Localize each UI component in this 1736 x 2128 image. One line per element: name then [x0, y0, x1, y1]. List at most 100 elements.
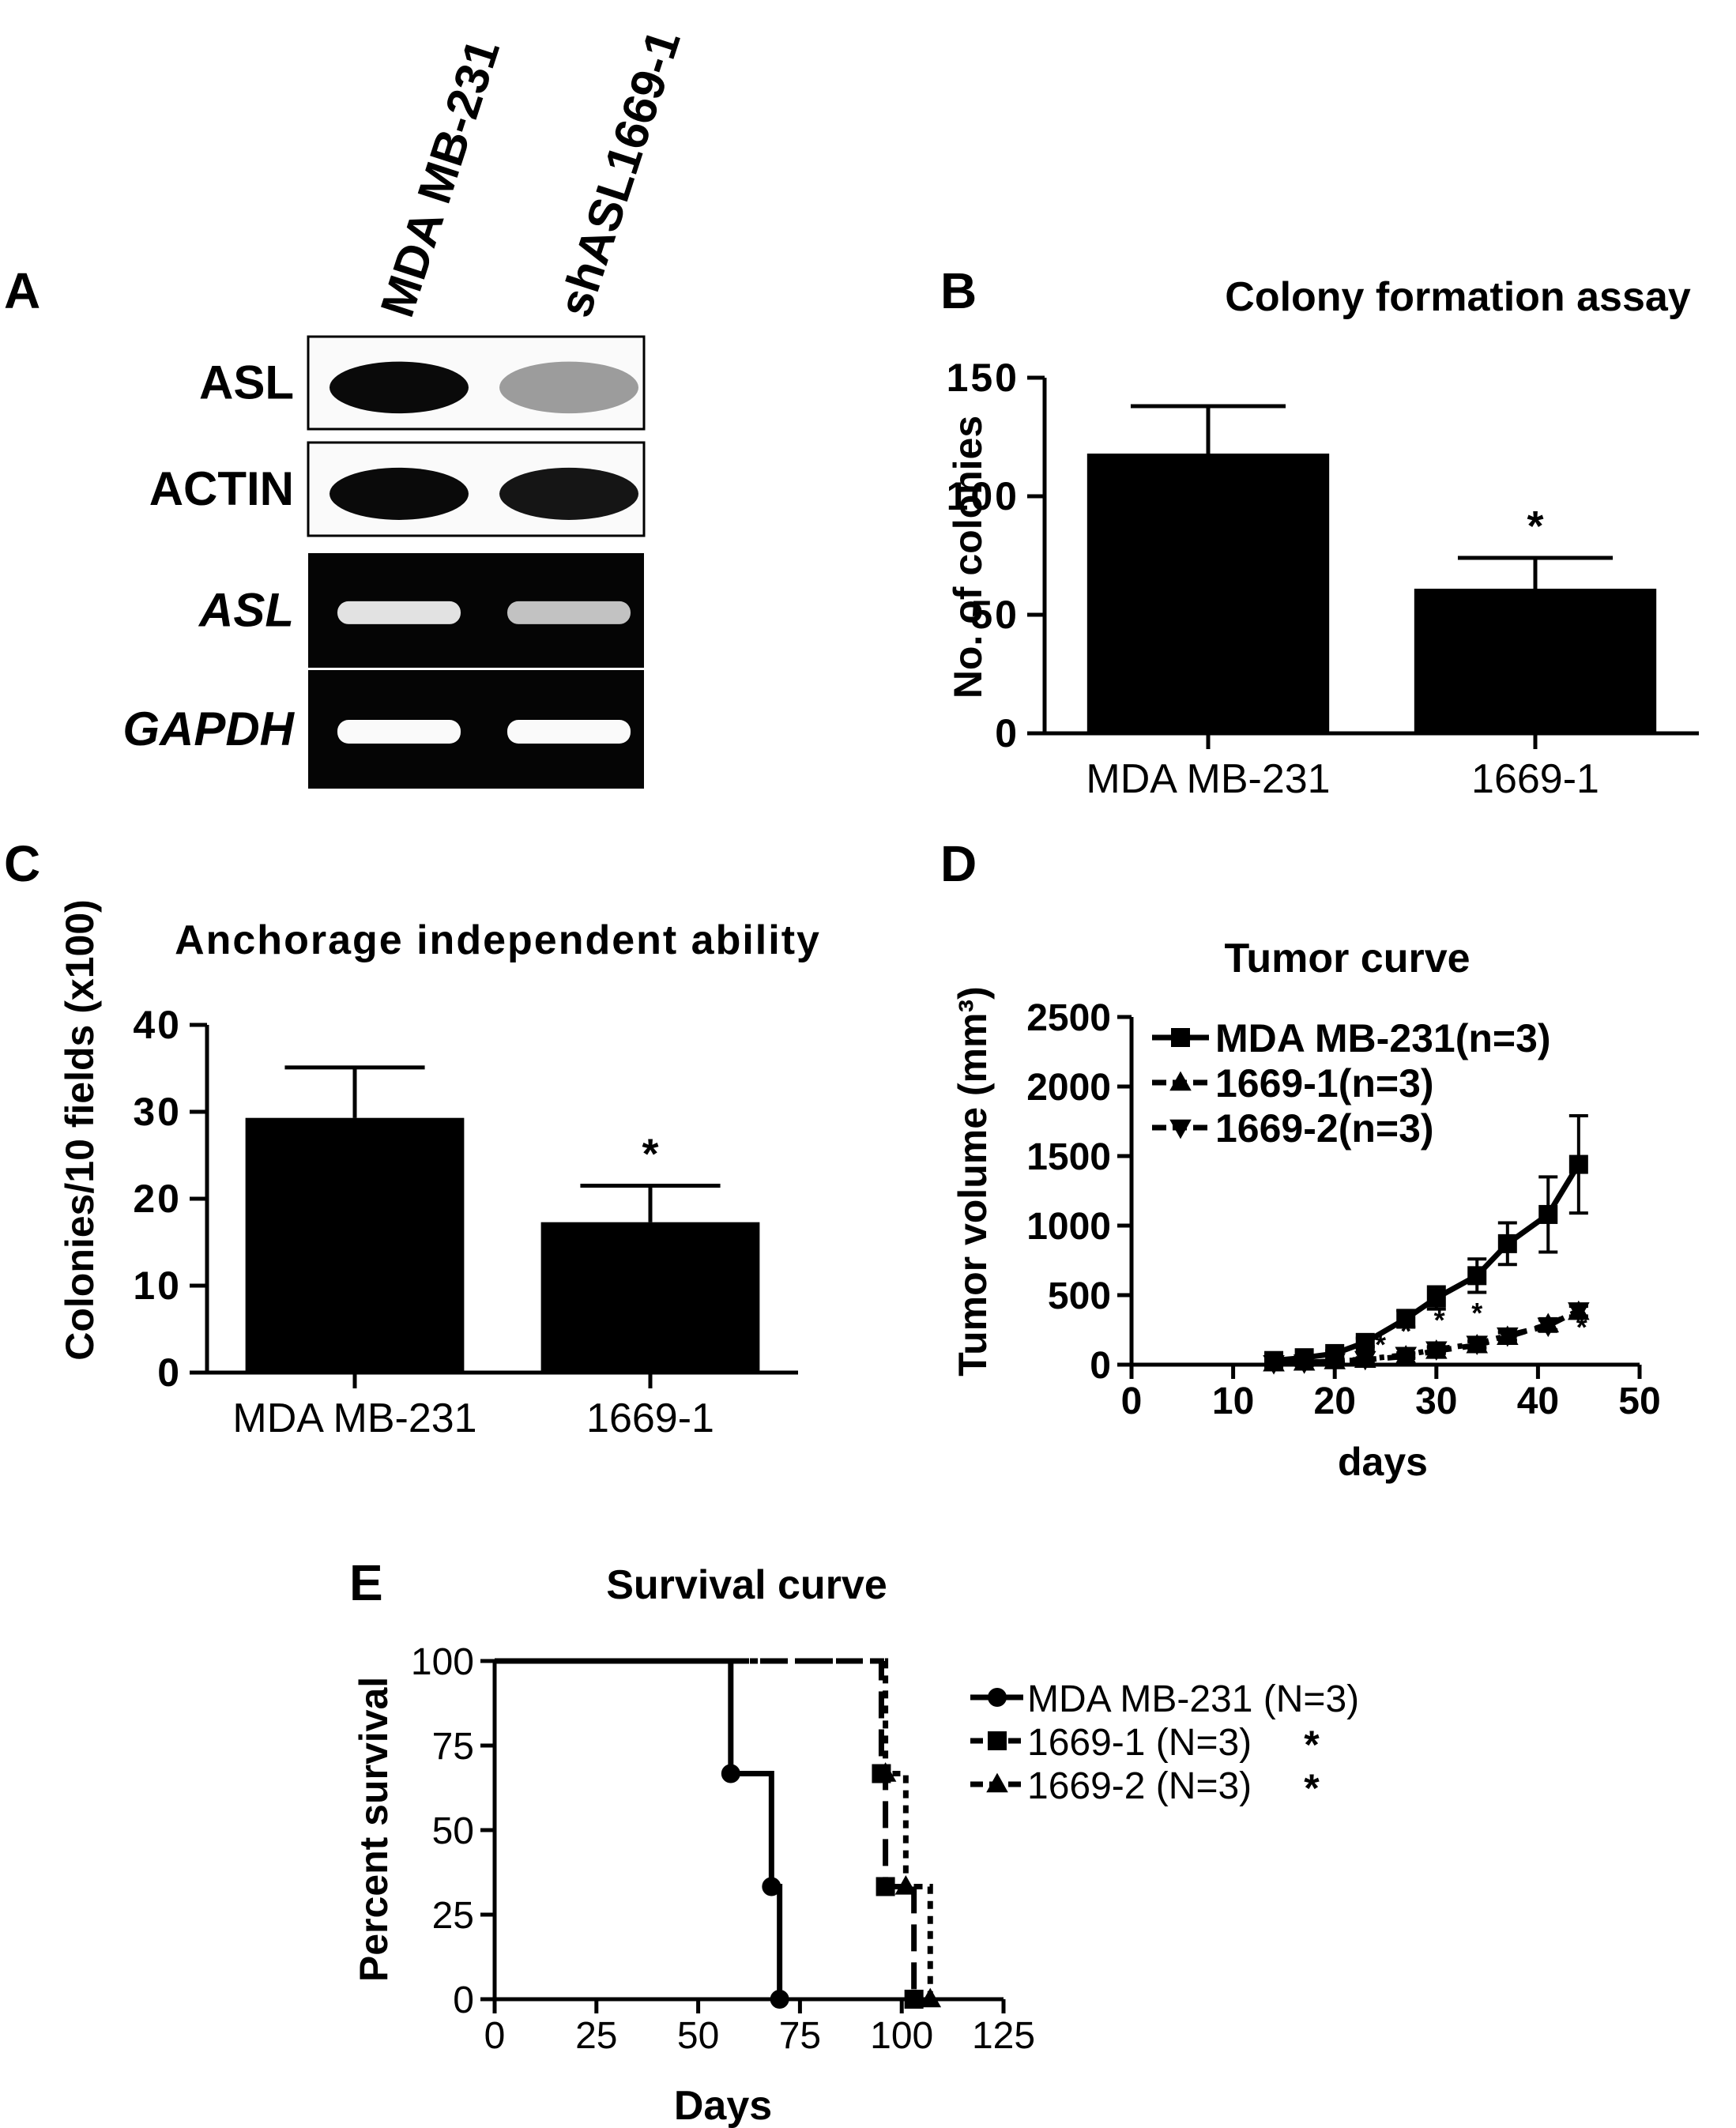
bar — [245, 1117, 465, 1373]
panel-letter-e: E — [349, 1554, 383, 1611]
y-tick-label: 50 — [970, 593, 1019, 637]
x-tick-label: MDA MB-231 — [232, 1395, 476, 1441]
y-tick-label: 500 — [1048, 1275, 1111, 1317]
y-tick-label: 2500 — [1026, 997, 1111, 1039]
data-point — [904, 1990, 924, 2009]
data-point — [1354, 1350, 1376, 1371]
x-tick-label: 1669-1 — [586, 1395, 714, 1441]
legend-label: 1669-1(n=3) — [1215, 1061, 1434, 1105]
y-tick-label: 25 — [432, 1895, 474, 1937]
blot-row: GAPDH — [122, 670, 644, 789]
y-tick-label: 20 — [133, 1177, 182, 1221]
panel-letter-a: A — [4, 262, 40, 319]
x-tick-label: 50 — [1618, 1380, 1660, 1422]
legend-marker — [1169, 1071, 1192, 1091]
blot-row: ACTIN — [149, 441, 646, 537]
blot-row-label: ASL — [199, 356, 294, 409]
series-line — [1273, 1162, 1581, 1364]
data-point — [1396, 1309, 1416, 1328]
blot-band — [499, 361, 638, 414]
data-point — [1425, 1341, 1448, 1362]
significance-mark: * — [1400, 1315, 1411, 1347]
chart-e-ylabel: Percent survival — [352, 1677, 396, 1982]
bar — [1414, 589, 1657, 733]
chart-b-ylabel: No. of colonies — [946, 416, 990, 699]
data-point — [1568, 1302, 1590, 1322]
data-point — [1293, 1354, 1316, 1374]
chart-d-xlabel: days — [1338, 1440, 1428, 1484]
chart-c: Anchorage independent ability Colonies/1… — [58, 899, 821, 1441]
chart-b-plot: 0 50 100 150 MDA MB-231 1669-1 * — [947, 356, 1699, 802]
legend-label: 1669-1 (N=3) — [1027, 1722, 1252, 1764]
legend-label: 1669-2(n=3) — [1215, 1106, 1434, 1151]
y-tick-label: 2000 — [1026, 1067, 1111, 1109]
data-point — [1263, 1355, 1285, 1375]
data-point — [1467, 1266, 1487, 1286]
blot-row: ASL — [199, 335, 646, 431]
series-line — [1273, 1308, 1580, 1366]
significance-mark: * — [1527, 503, 1543, 550]
data-point — [1466, 1335, 1489, 1355]
significance-mark: * — [1471, 1297, 1482, 1329]
chart-c-plot: 0 10 20 30 40 MDA MB-231 1669-1 * — [133, 1003, 798, 1441]
chart-e: Survival curve Days Percent survival 0 25… — [352, 1562, 1359, 2128]
chart-e-xlabel: Days — [674, 2083, 772, 2128]
x-tick-label: 40 — [1517, 1380, 1559, 1422]
blot-row-label: ASL — [198, 584, 294, 637]
data-point — [876, 1877, 895, 1896]
legend-marker — [1169, 1119, 1192, 1139]
y-tick-label: 1500 — [1026, 1136, 1111, 1178]
bar — [1086, 454, 1330, 733]
significance-mark: * — [1304, 1723, 1320, 1767]
y-tick-label: 50 — [432, 1810, 474, 1852]
panel-letter-c: C — [4, 835, 40, 892]
x-tick-label: 100 — [870, 2015, 933, 2057]
y-tick-label: 30 — [133, 1090, 182, 1134]
blot-lane-label-1: MDA MB-231 — [371, 33, 510, 323]
y-tick-label: 10 — [133, 1264, 182, 1308]
data-point — [1537, 1317, 1560, 1338]
chart-d: Tumor curve days Tumor volume (mm³) 0500… — [951, 936, 1661, 1484]
y-tick-label: 0 — [157, 1350, 182, 1395]
significance-mark: * — [1375, 1328, 1386, 1361]
x-tick-label: 125 — [972, 2015, 1035, 2057]
data-point — [1497, 1327, 1519, 1347]
chart-d-title: Tumor curve — [1224, 936, 1470, 981]
x-tick-label: 0 — [484, 2015, 506, 2057]
y-tick-label: 40 — [133, 1003, 182, 1047]
bar — [540, 1222, 760, 1373]
legend-label: 1669-2 (N=3) — [1027, 1765, 1252, 1807]
significance-mark: * — [1304, 1766, 1320, 1810]
x-tick-label: 25 — [575, 2015, 617, 2057]
x-tick-label: 50 — [677, 2015, 719, 2057]
blot-band — [330, 467, 469, 520]
y-tick-label: 75 — [432, 1726, 474, 1768]
blot-panel: MDA MB-231 shASL1669-1 ASL ACTIN ASL GAPDH — [122, 24, 691, 789]
x-tick-label: 10 — [1212, 1380, 1254, 1422]
legend-label: MDA MB-231 (N=3) — [1027, 1678, 1359, 1720]
y-tick-label: 150 — [947, 356, 1019, 400]
chart-c-title: Anchorage independent ability — [175, 917, 821, 963]
y-tick-label: 100 — [411, 1641, 474, 1683]
gel-band — [337, 720, 461, 744]
blot-row-label: GAPDH — [122, 702, 295, 755]
data-point — [1324, 1353, 1346, 1373]
blot-band — [330, 361, 469, 414]
data-point — [874, 1762, 897, 1782]
blot-band — [499, 467, 638, 520]
legend-marker — [1171, 1028, 1190, 1047]
significance-mark: * — [1576, 1311, 1587, 1343]
survival-line — [495, 1658, 783, 1999]
data-point — [770, 1990, 789, 2009]
data-point — [1395, 1346, 1418, 1367]
y-tick-label: 0 — [995, 711, 1019, 755]
legend-label: MDA MB-231(n=3) — [1215, 1016, 1551, 1060]
chart-d-plot: 0 500 1000 1500 2000 2500 0 10 20 30 40 50 MDA MB-23… — [1026, 997, 1660, 1422]
data-point — [1497, 1233, 1517, 1253]
x-tick-label: MDA MB-231 — [1086, 756, 1330, 802]
chart-b-title: Colony formation assay — [1225, 274, 1691, 320]
panel-letter-b: B — [940, 262, 977, 319]
data-point — [919, 1987, 942, 2008]
